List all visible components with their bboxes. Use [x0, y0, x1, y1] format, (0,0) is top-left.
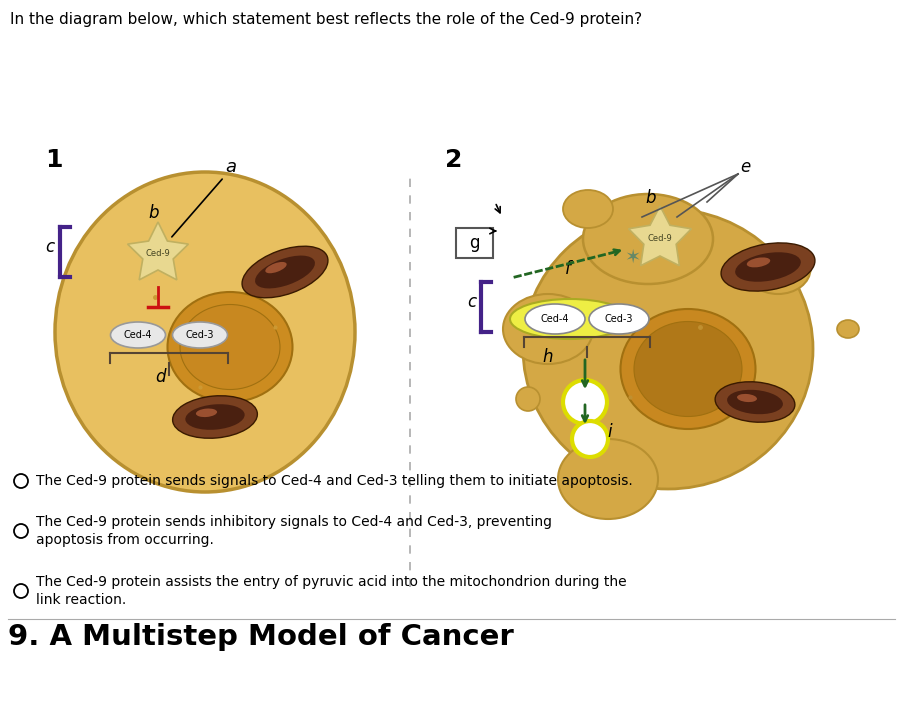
Ellipse shape	[196, 409, 216, 417]
Ellipse shape	[110, 322, 165, 348]
Text: Ced-9: Ced-9	[145, 250, 170, 259]
Text: e: e	[739, 158, 750, 176]
Ellipse shape	[583, 194, 713, 284]
Text: 2: 2	[445, 148, 462, 172]
Ellipse shape	[502, 294, 593, 364]
Text: Ced-3: Ced-3	[186, 330, 214, 340]
Text: In the diagram below, which statement best reflects the role of the Ced-9 protei: In the diagram below, which statement be…	[10, 12, 641, 27]
Polygon shape	[127, 222, 189, 280]
Ellipse shape	[562, 190, 612, 228]
Ellipse shape	[620, 309, 755, 429]
Text: 9. A Multistep Model of Cancer: 9. A Multistep Model of Cancer	[8, 623, 513, 651]
Ellipse shape	[745, 244, 810, 294]
Text: d: d	[155, 368, 165, 386]
Circle shape	[14, 584, 28, 598]
Text: ✶: ✶	[623, 247, 640, 267]
Ellipse shape	[746, 257, 769, 267]
Ellipse shape	[185, 404, 244, 430]
Circle shape	[14, 524, 28, 538]
Ellipse shape	[179, 305, 280, 390]
Text: Ced-4: Ced-4	[540, 314, 568, 324]
Text: c: c	[466, 293, 475, 311]
Text: h: h	[541, 348, 552, 366]
Ellipse shape	[557, 439, 658, 519]
Text: i: i	[606, 423, 611, 441]
Ellipse shape	[714, 382, 794, 422]
Text: b: b	[644, 189, 655, 207]
Circle shape	[14, 474, 28, 488]
Ellipse shape	[242, 246, 327, 298]
Ellipse shape	[55, 172, 354, 492]
Text: Ced-4: Ced-4	[124, 330, 152, 340]
Text: The Ced-9 protein sends signals to Ced-4 and Ced-3 telling them to initiate apop: The Ced-9 protein sends signals to Ced-4…	[36, 474, 632, 488]
Ellipse shape	[721, 243, 814, 291]
Ellipse shape	[265, 262, 286, 273]
Circle shape	[571, 421, 607, 457]
Ellipse shape	[633, 322, 741, 416]
Ellipse shape	[510, 299, 630, 339]
Ellipse shape	[726, 390, 782, 414]
Polygon shape	[628, 206, 691, 266]
FancyBboxPatch shape	[456, 228, 492, 258]
Ellipse shape	[734, 252, 800, 282]
Circle shape	[562, 380, 606, 424]
Ellipse shape	[524, 304, 584, 334]
Text: c: c	[45, 238, 54, 256]
Text: The Ced-9 protein assists the entry of pyruvic acid into the mitochondrion durin: The Ced-9 protein assists the entry of p…	[36, 575, 626, 607]
Ellipse shape	[588, 304, 649, 334]
Text: Ced-9: Ced-9	[647, 235, 672, 243]
Ellipse shape	[254, 255, 315, 288]
Text: Ced-3: Ced-3	[604, 314, 632, 324]
Text: The Ced-9 protein sends inhibitory signals to Ced-4 and Ced-3, preventing
apopto: The Ced-9 protein sends inhibitory signa…	[36, 515, 551, 547]
Circle shape	[515, 387, 539, 411]
Ellipse shape	[736, 394, 756, 402]
Text: f: f	[565, 260, 570, 278]
Ellipse shape	[172, 396, 257, 438]
Ellipse shape	[522, 209, 812, 489]
Text: 1: 1	[45, 148, 62, 172]
Ellipse shape	[836, 320, 858, 338]
Text: g: g	[468, 234, 479, 252]
Text: b: b	[148, 204, 159, 222]
Ellipse shape	[172, 322, 227, 348]
Text: a: a	[225, 158, 235, 176]
Ellipse shape	[167, 292, 292, 402]
